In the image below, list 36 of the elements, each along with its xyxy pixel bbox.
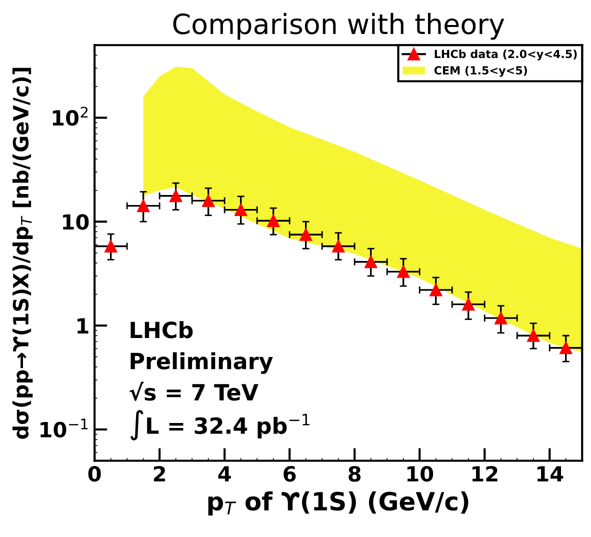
x-tick-label: 2 (154, 466, 166, 482)
point (234, 204, 248, 216)
y-tick-label: 10$^{2}$ (52, 106, 88, 126)
point (267, 214, 280, 228)
x-tick-label: 14 (537, 466, 564, 482)
point (202, 194, 215, 207)
y-tick-label: 10$^{−1}$ (40, 418, 88, 438)
annotation: √s = 7 TeV (130, 382, 258, 401)
annotation: LHCb (130, 321, 193, 338)
y-tick-label: 1 (78, 318, 88, 334)
chart-title: Comparison with theory (173, 12, 504, 40)
point (137, 200, 150, 212)
point (332, 240, 345, 252)
x-tick-label: 12 (472, 466, 498, 482)
y-axis-title: dσ(pp→ϒ(1S)X)/dp$_{T}$ [nb/(GeV/c)] (12, 68, 33, 439)
point (430, 284, 442, 296)
annotation: ∫L = 32.4 pb$^{−1}$ (130, 410, 310, 440)
point (300, 228, 312, 241)
x-axis-title: p$_{T}$ of ϒ(1S) (GeV/c) (208, 491, 468, 516)
annotation: Preliminary (130, 352, 273, 374)
point (397, 265, 410, 278)
x-tick-label: 4 (218, 466, 231, 482)
x-tick-label: 10 (407, 466, 434, 482)
point (462, 298, 475, 311)
point (104, 240, 118, 252)
x-tick-label: 0 (88, 466, 101, 482)
point (364, 256, 378, 268)
point (494, 312, 508, 324)
point (170, 190, 182, 202)
legend-label: LHCb data (2.0<y<4.5) (434, 50, 577, 60)
legend-label: CEM (1.5<y<5) (434, 66, 527, 77)
point (527, 329, 540, 342)
point (560, 342, 572, 354)
x-tick-label: 8 (348, 466, 361, 482)
y-tick-label: 10 (63, 214, 89, 230)
x-tick-label: 6 (284, 466, 296, 482)
